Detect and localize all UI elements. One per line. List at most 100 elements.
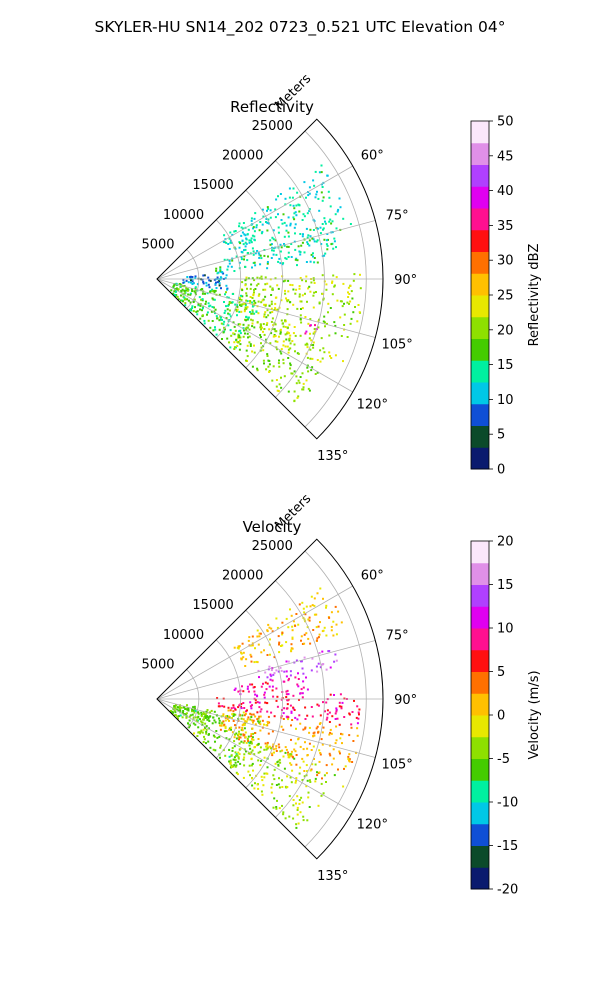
echo-pixel [287,751,289,754]
echo-pixel [323,238,326,241]
echo-pixel [277,635,280,638]
echo-pixel [260,257,263,260]
echo-pixel [255,226,258,229]
echo-pixel [251,309,254,312]
echo-pixel [232,758,235,761]
echo-pixel [271,317,274,320]
echo-pixel [267,715,270,718]
echo-pixel [301,757,304,760]
echo-pixel [245,658,248,661]
echo-pixel [215,267,218,270]
echo-pixel [342,217,345,220]
echo-pixel [321,650,324,653]
echo-pixel [260,328,262,331]
echo-pixel [294,676,297,679]
echo-pixel [235,732,238,735]
echo-pixel [255,284,258,287]
echo-pixel [275,687,278,690]
echo-pixel [245,319,247,322]
echo-pixel [278,643,280,646]
echo-pixel [270,747,273,750]
echo-pixel [250,237,253,240]
echo-pixel [271,288,274,291]
echo-pixel [194,287,197,290]
echo-pixel [273,778,276,781]
echo-pixel [249,644,252,647]
echo-pixel [235,737,238,740]
echo-pixel [320,164,323,167]
echo-pixel [308,210,311,212]
colorbar-segment [471,229,489,252]
echo-pixel [280,669,283,672]
echo-pixel [274,307,277,310]
echo-pixel [315,665,318,668]
echo-pixel [263,693,266,696]
echo-pixel [303,251,306,254]
echo-pixel [223,723,226,726]
echo-pixel [275,784,278,786]
echo-pixel [235,346,237,349]
echo-pixel [261,719,264,722]
echo-pixel [184,304,187,307]
echo-pixel [325,606,327,609]
echo-pixel [352,740,355,742]
echo-pixel [253,261,256,264]
echo-pixel [309,769,312,772]
colorbar-segment [471,823,489,846]
colorbar-segment [471,541,489,564]
echo-pixel [207,319,210,322]
echo-pixel [242,323,245,326]
echo-pixel [309,228,312,231]
echo-pixel [230,334,233,337]
echo-pixel [225,730,228,732]
echo-pixel [271,379,274,382]
echo-pixel [291,637,294,640]
echo-pixel [320,794,323,797]
echo-pixel [312,735,315,737]
echo-pixel [271,730,274,733]
echo-pixel [313,291,316,294]
echo-pixel [284,289,286,292]
echo-pixel [228,262,231,265]
echo-pixel [266,629,269,632]
echo-pixel [310,749,313,751]
echo-pixel [248,239,251,242]
echo-pixel [324,325,326,328]
echo-pixel [227,265,230,268]
echo-pixel [197,303,200,306]
echo-pixel [306,626,309,629]
echo-pixel [323,280,326,283]
echo-pixel [238,738,240,741]
echo-pixel [248,341,251,344]
echo-pixel [307,618,310,621]
echo-pixel [290,614,293,617]
echo-pixel [324,710,326,713]
echo-pixel [313,597,316,600]
echo-pixel [252,719,255,722]
echo-pixel [253,344,255,347]
echo-pixel [325,634,328,637]
echo-pixel [288,187,291,190]
echo-pixel [258,293,261,296]
echo-pixel [266,209,268,212]
echo-pixel [226,288,228,291]
echo-pixel [356,705,359,708]
echo-pixel [238,742,241,745]
echo-pixel [275,745,278,748]
echo-pixel [301,801,304,804]
echo-pixel [197,726,200,729]
echo-pixel [278,257,281,260]
echo-pixel [279,328,282,331]
echo-pixel [251,234,254,237]
echo-pixel [225,274,228,277]
radial-tick-label: 15000 [192,598,233,613]
echo-pixel [223,234,226,237]
echo-pixel [309,642,312,645]
echo-pixel [177,709,180,712]
echo-pixel [282,712,285,715]
echo-pixel [208,305,211,308]
echo-pixel [264,671,267,674]
echo-pixel [202,728,205,731]
echo-pixel [231,233,234,236]
echo-pixel [251,319,254,322]
